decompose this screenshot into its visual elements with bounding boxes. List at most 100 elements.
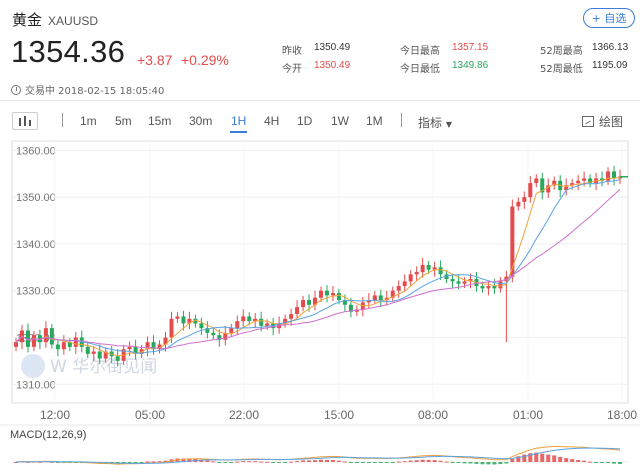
candle-body [43,328,48,343]
candle-body [301,300,306,308]
y-tick-label: 1360.00 [16,145,56,157]
chart-toolbar: 1m 5m 15m 30m 1H 4H 1D 1W 1M 指标 ▼ 绘图 [0,108,640,134]
candle-body [420,264,425,272]
macd-bar [289,461,294,463]
candle-body [25,330,30,347]
macd-bar [271,462,276,463]
candle-body [163,337,168,345]
macd-bar [600,462,605,463]
macd-bar [181,458,186,462]
macd-bar [157,461,162,463]
macd-label: MACD(12,26,9) [10,429,86,441]
macd-bar [217,462,222,463]
candle-body [127,346,132,350]
tab-1d[interactable]: 1D [297,114,313,128]
macd-bar [534,452,539,462]
candle-body [61,342,66,350]
draw-button[interactable]: 绘图 [582,113,623,130]
macd-bar [540,453,545,462]
macd-bar [295,461,300,463]
macd-bar [486,462,491,465]
tab-15m[interactable]: 15m [148,114,172,128]
candle-body [313,297,318,305]
candle-body [522,197,527,202]
header-divider [0,100,640,101]
toolbar-separator [401,113,402,127]
w52-low-value: 1195.09 [592,60,628,71]
macd-bar [348,462,353,463]
prev-close-value: 1350.49 [314,42,351,53]
price-change-pct: +0.29% [181,52,229,68]
w52-low-label: 52周最低 [540,64,583,75]
candle-body [157,344,162,350]
macd-bar [582,460,587,462]
candle-body [289,314,294,319]
tab-1m[interactable]: 1m [80,114,97,128]
candle-body [402,281,407,287]
macd-bar [342,461,347,463]
candle-body [169,318,174,338]
macd-bar [139,462,144,463]
macd-bar [205,460,210,462]
instrument-title: 黄金 XAUUSD [12,9,98,30]
candle-body [342,300,347,305]
macd-bar [133,462,138,463]
candle-body [145,342,150,350]
macd-bar [384,462,389,463]
candle-body [265,323,270,326]
tab-30m[interactable]: 30m [189,114,213,128]
macd-bar [480,462,485,465]
candle-body [468,279,473,282]
macd-bar [277,462,282,463]
macd-bar [396,461,401,463]
prev-close-label: 昨收 [282,46,302,57]
x-tick-label: 22:00 [229,408,259,422]
indicator-dropdown[interactable]: 指标 ▼ [418,114,452,131]
candle-body [181,316,186,324]
candlestick-type-icon[interactable] [12,112,38,130]
candle-body [235,321,240,329]
macd-bar [510,459,515,462]
tab-1mo[interactable]: 1M [366,114,383,128]
candle-body [498,281,503,289]
macd-bar [474,462,479,464]
macd-bar [187,458,192,462]
candle-body [396,286,401,291]
candle-body [91,351,96,354]
macd-bar [450,462,455,463]
macd-bar [414,460,419,462]
tab-4h[interactable]: 4H [264,114,280,128]
watermark: W 华尔街见闻 [50,357,157,377]
candle-body [426,264,431,270]
macd-bar [318,459,323,462]
candle-body [151,342,156,350]
candle-body [211,332,216,336]
macd-bar [438,460,443,462]
candle-body [372,295,377,301]
candle-body [175,316,180,319]
macd-bar [618,462,622,464]
candle-body [73,337,78,347]
macd-bar [301,460,306,462]
candle-body [223,332,228,340]
candle-body [510,206,515,277]
candle-body [31,335,36,347]
macd-bar [378,462,383,463]
draw-icon [582,116,594,127]
add-watchlist-button[interactable]: + 自选 [583,8,635,28]
macd-bar [223,462,228,463]
x-tick-label: 08:00 [418,408,448,422]
macd-bar [366,462,371,463]
macd-bar [522,454,527,462]
candle-body [217,335,222,340]
tab-5m[interactable]: 5m [115,114,132,128]
tab-1w[interactable]: 1W [331,114,349,128]
candle-body [330,293,335,296]
caret-down-icon: ▼ [445,120,452,129]
candle-body [432,267,437,270]
tab-1h[interactable]: 1H [229,114,248,133]
macd-bar [546,454,551,462]
candle-body [366,300,371,303]
candle-body [450,279,455,282]
